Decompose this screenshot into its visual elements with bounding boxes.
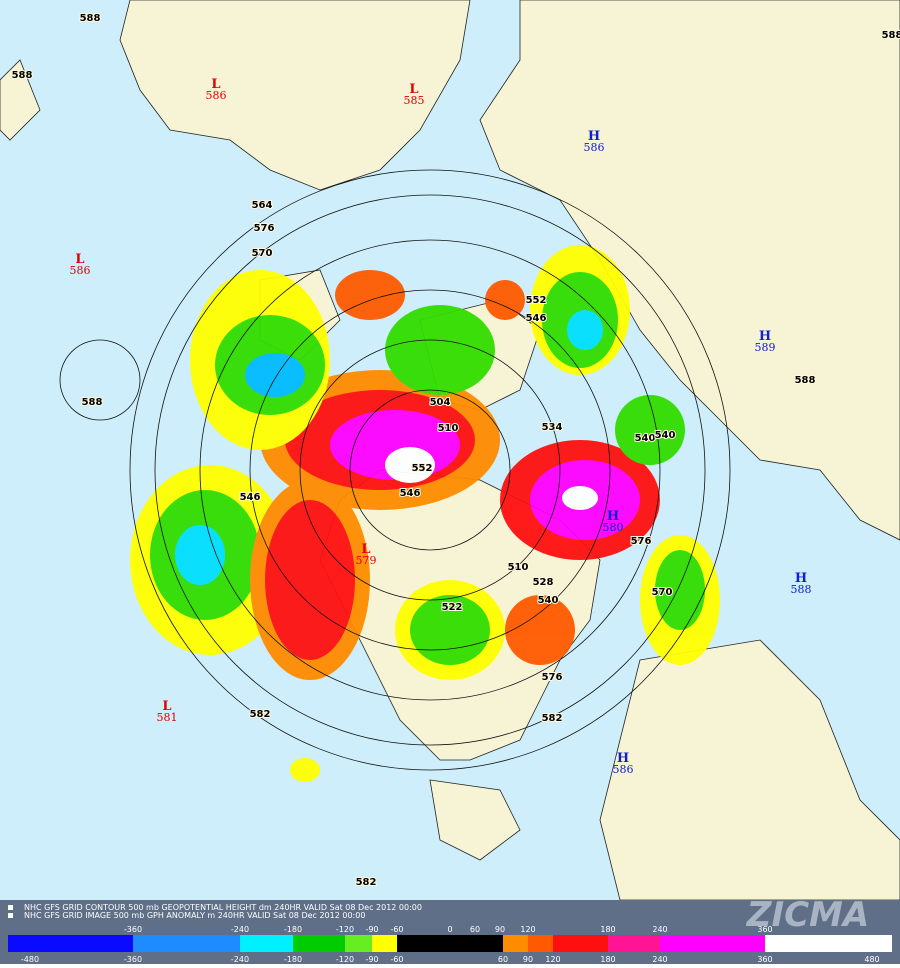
footer-bullet bbox=[8, 905, 13, 910]
contour-label: 588 bbox=[795, 375, 816, 386]
legend-bin bbox=[345, 935, 372, 952]
contour-label: 570 bbox=[252, 248, 273, 259]
legend-bin bbox=[608, 935, 660, 952]
contour-label: 534 bbox=[542, 422, 563, 433]
legend-top-label: -60 bbox=[390, 925, 403, 934]
pressure-center-value: 585 bbox=[404, 94, 425, 107]
color-legend: -480 -360 -240 -180 -120 -90 -60 60 90 120 180 240 3… bbox=[8, 925, 892, 964]
legend-bin bbox=[240, 935, 293, 952]
legend-bin bbox=[503, 935, 528, 952]
pressure-center-letter: L bbox=[75, 252, 84, 267]
contour-label: 552 bbox=[412, 463, 433, 474]
contour-label: 564 bbox=[252, 200, 273, 211]
legend-bottom-label: -360 bbox=[124, 955, 142, 964]
legend-bottom-label: -180 bbox=[284, 955, 302, 964]
pressure-center-letter: L bbox=[409, 82, 418, 97]
contour-label: 588 bbox=[882, 30, 900, 41]
legend-bin bbox=[293, 935, 345, 952]
footer-line: NHC GFS GRID IMAGE 500 mb GPH ANOMALY m … bbox=[24, 911, 365, 920]
legend-top-label: -360 bbox=[124, 925, 142, 934]
legend-bin bbox=[528, 935, 553, 952]
legend-bin bbox=[133, 935, 240, 952]
contour-label: 552 bbox=[526, 295, 547, 306]
legend-bottom-label: 360 bbox=[757, 955, 772, 964]
pressure-center-letter: H bbox=[759, 329, 771, 344]
legend-top-label: 120 bbox=[520, 925, 535, 934]
pressure-center-value: 588 bbox=[791, 583, 812, 596]
legend-bottom-label: 90 bbox=[523, 955, 533, 964]
legend-top-label: 60 bbox=[470, 925, 480, 934]
contour-label: 546 bbox=[526, 313, 547, 324]
legend-bottom-label: -120 bbox=[336, 955, 354, 964]
contour-label: 588 bbox=[80, 13, 101, 24]
legend-bin bbox=[8, 935, 133, 952]
contour-label: 546 bbox=[400, 488, 421, 499]
footer-line: NHC GFS GRID CONTOUR 500 mb GEOPOTENTIAL… bbox=[24, 903, 422, 912]
pressure-center-value: 580 bbox=[603, 521, 624, 534]
legend-bin bbox=[660, 935, 765, 952]
legend-bottom-label: 240 bbox=[652, 955, 667, 964]
legend-bottom-label: -90 bbox=[365, 955, 378, 964]
legend-top-label: 90 bbox=[495, 925, 505, 934]
height-contours bbox=[59, 169, 731, 771]
contour-label: 504 bbox=[430, 397, 451, 408]
legend-top-label: -120 bbox=[336, 925, 354, 934]
contour-label: 576 bbox=[631, 536, 652, 547]
pressure-center-value: 581 bbox=[157, 711, 178, 724]
legend-bottom-label: 480 bbox=[864, 955, 879, 964]
legend-top-label: 180 bbox=[600, 925, 615, 934]
contour-label: 546 bbox=[240, 492, 261, 503]
pressure-center-letter: H bbox=[795, 571, 807, 586]
legend-bin bbox=[372, 935, 397, 952]
contour-label: 540 bbox=[655, 430, 676, 441]
legend-bottom-label: -480 bbox=[21, 955, 39, 964]
contour-label: 540 bbox=[635, 433, 656, 444]
pressure-center-value: 589 bbox=[755, 341, 776, 354]
pressure-center-letter: L bbox=[211, 77, 220, 92]
legend-top-label: 0 bbox=[447, 925, 452, 934]
legend-bottom-label: -240 bbox=[231, 955, 249, 964]
pressure-center-value: 586 bbox=[70, 264, 91, 277]
pressure-center-value: 586 bbox=[613, 763, 634, 776]
pressure-center-value: 586 bbox=[206, 89, 227, 102]
contour-label: 582 bbox=[542, 713, 563, 724]
legend-top-label: 360 bbox=[757, 925, 772, 934]
contour-label: 588 bbox=[82, 397, 103, 408]
legend-top-label: -240 bbox=[231, 925, 249, 934]
legend-bin bbox=[553, 935, 608, 952]
legend-bottom-label: 120 bbox=[545, 955, 560, 964]
pressure-center-letter: H bbox=[588, 129, 600, 144]
anomaly-shading bbox=[130, 245, 720, 782]
legend-bin bbox=[397, 935, 503, 952]
logo: ZICMA bbox=[746, 895, 869, 935]
contour-label: 540 bbox=[538, 595, 559, 606]
contour-label: 582 bbox=[356, 877, 377, 888]
contour-label: 522 bbox=[442, 602, 463, 613]
legend-top-label: -90 bbox=[365, 925, 378, 934]
contour-label: 528 bbox=[533, 577, 554, 588]
pressure-center-letter: L bbox=[361, 542, 370, 557]
legend-bin bbox=[765, 935, 892, 952]
pressure-center-value: 586 bbox=[584, 141, 605, 154]
contour-label: 576 bbox=[254, 223, 275, 234]
legend-bottom-label: 180 bbox=[600, 955, 615, 964]
contour-label: 510 bbox=[438, 423, 459, 434]
footer-panel bbox=[0, 900, 900, 964]
contour-label: 576 bbox=[542, 672, 563, 683]
legend-bottom-label: 60 bbox=[498, 955, 508, 964]
pressure-center-letter: H bbox=[617, 751, 629, 766]
legend-bottom-label: -60 bbox=[390, 955, 403, 964]
contour-label: 570 bbox=[652, 587, 673, 598]
footer-bullet bbox=[8, 913, 13, 918]
contour-label: 582 bbox=[250, 709, 271, 720]
pressure-center-letter: H bbox=[607, 509, 619, 524]
pressure-center-value: 579 bbox=[356, 554, 377, 567]
contour-label: 510 bbox=[508, 562, 529, 573]
pressure-center-letter: L bbox=[162, 699, 171, 714]
legend-top-label: 240 bbox=[652, 925, 667, 934]
legend-top-label: -180 bbox=[284, 925, 302, 934]
contour-label: 588 bbox=[12, 70, 33, 81]
